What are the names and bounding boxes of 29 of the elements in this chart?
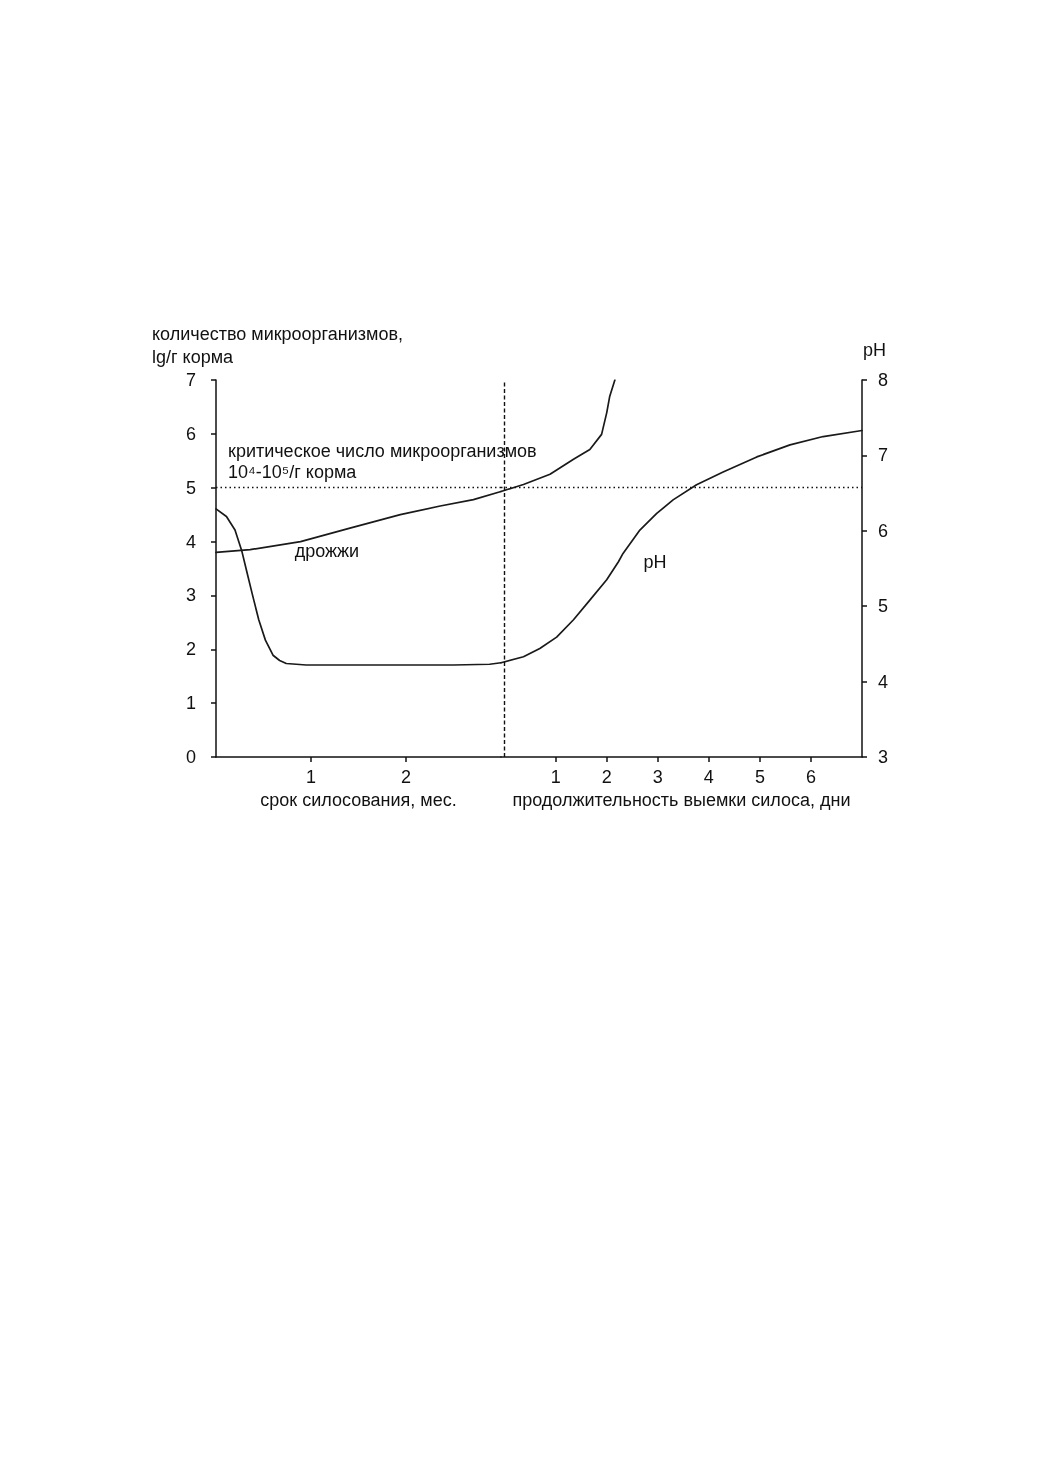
y-axis-title: количество микроорганизмов, lg/г корма: [152, 323, 403, 367]
x-tick-label: 3: [652, 767, 663, 787]
y2-tick-label: 5: [878, 596, 889, 617]
series-label: pH: [643, 551, 667, 572]
series-label: дрожжи: [294, 541, 360, 562]
ref-line-label: критическое число микроорганизмов 10⁴-10⁵/г корма: [228, 441, 537, 483]
y-tick-label: 4: [185, 531, 196, 552]
x-tick-label: 1: [550, 767, 561, 787]
x-tick-label: 1: [305, 767, 317, 787]
y2-tick-label: 7: [878, 445, 889, 466]
x-axis-title: срок силосования, мес.: [260, 789, 457, 810]
y2-tick-label: 8: [878, 370, 889, 390]
y-tick-label: 2: [185, 639, 196, 660]
y2-tick-label: 4: [878, 671, 889, 692]
y2-axis-title: pH: [863, 340, 887, 360]
y-tick-label: 1: [185, 693, 196, 714]
y2-tick-label: 3: [878, 747, 889, 767]
y-tick-label: 7: [185, 370, 196, 390]
y-tick-label: 3: [185, 585, 196, 606]
y-tick-label: 6: [185, 423, 196, 444]
x-tick-label: 4: [703, 767, 714, 787]
x-tick-label: 6: [805, 767, 816, 787]
y2-tick-label: 6: [878, 520, 889, 541]
x-tick-label: 2: [400, 767, 412, 787]
y-tick-label: 5: [185, 477, 196, 498]
y-tick-label: 0: [185, 747, 196, 767]
x-tick-label: 5: [754, 767, 765, 787]
x-axis-title: продолжительность выемки силоса, дни: [512, 789, 851, 810]
x-tick-label: 2: [601, 767, 612, 787]
